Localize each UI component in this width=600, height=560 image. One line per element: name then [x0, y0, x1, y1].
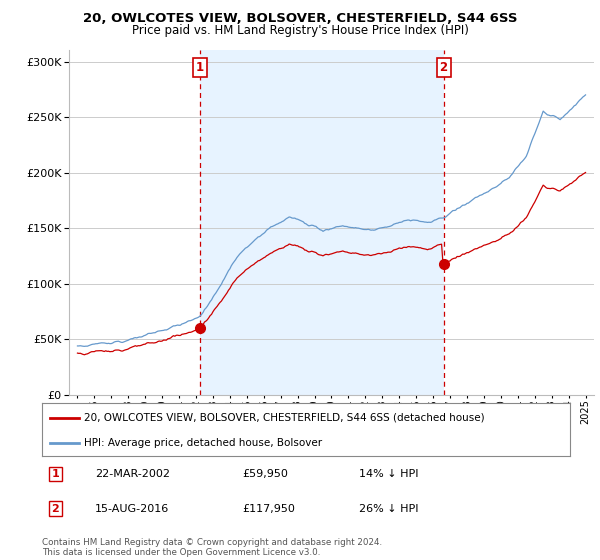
Text: 20, OWLCOTES VIEW, BOLSOVER, CHESTERFIELD, S44 6SS (detached house): 20, OWLCOTES VIEW, BOLSOVER, CHESTERFIEL… [84, 413, 485, 423]
Text: Price paid vs. HM Land Registry's House Price Index (HPI): Price paid vs. HM Land Registry's House … [131, 24, 469, 36]
Text: 1: 1 [52, 469, 59, 479]
Bar [200, 50, 443, 395]
Text: 26% ↓ HPI: 26% ↓ HPI [359, 504, 418, 514]
Text: 22-MAR-2002: 22-MAR-2002 [95, 469, 170, 479]
Text: 20, OWLCOTES VIEW, BOLSOVER, CHESTERFIELD, S44 6SS: 20, OWLCOTES VIEW, BOLSOVER, CHESTERFIEL… [83, 12, 517, 25]
Text: 14% ↓ HPI: 14% ↓ HPI [359, 469, 418, 479]
Text: Contains HM Land Registry data © Crown copyright and database right 2024.
This d: Contains HM Land Registry data © Crown c… [42, 538, 382, 557]
Text: £117,950: £117,950 [242, 504, 296, 514]
Text: 15-AUG-2016: 15-AUG-2016 [95, 504, 169, 514]
Text: 2: 2 [52, 504, 59, 514]
Text: £59,950: £59,950 [242, 469, 289, 479]
Text: 1: 1 [196, 60, 204, 73]
Text: 2: 2 [440, 60, 448, 73]
Text: HPI: Average price, detached house, Bolsover: HPI: Average price, detached house, Bols… [84, 438, 322, 448]
